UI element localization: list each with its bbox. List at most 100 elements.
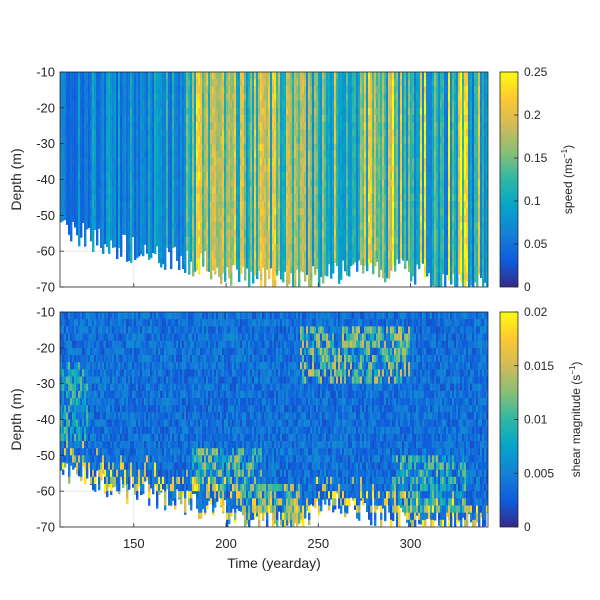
speed-heatmap-cell [306, 208, 309, 216]
speed-heatmap-cell [114, 158, 117, 166]
speed-heatmap-cell [384, 165, 387, 173]
speed-heatmap-cell [150, 186, 153, 195]
speed-heatmap-cell [168, 208, 171, 216]
speed-heatmap-cell [292, 186, 295, 195]
speed-heatmap-cell [70, 72, 73, 80]
speed-heatmap-cell [350, 129, 353, 137]
speed-heatmap-cell [240, 236, 243, 245]
speed-heatmap-cell [320, 215, 323, 223]
speed-heatmap-cell [394, 236, 397, 245]
speed-heatmap-cell [114, 215, 117, 223]
speed-heatmap-cell [226, 251, 229, 259]
speed-heatmap-cell [106, 79, 109, 87]
speed-heatmap-cell [346, 186, 349, 195]
speed-heatmap-cell [414, 208, 417, 216]
speed-heatmap-cell [190, 115, 193, 123]
speed-heatmap-cell [372, 107, 375, 116]
speed-heatmap-cell [178, 122, 181, 130]
speed-heatmap-cell [88, 208, 91, 216]
speed-heatmap-cell [76, 150, 79, 159]
speed-heatmap-cell [274, 158, 277, 166]
speed-heatmap-cell [98, 179, 101, 188]
speed-heatmap-cell [392, 172, 395, 180]
speed-heatmap-cell [322, 272, 325, 281]
speed-heatmap-cell [246, 172, 249, 180]
speed-heatmap-cell [314, 143, 317, 152]
speed-heatmap-cell [418, 86, 421, 94]
speed-heatmap-cell [196, 258, 199, 266]
speed-heatmap-cell [194, 115, 197, 123]
speed-heatmap-cell [376, 201, 379, 209]
speed-heatmap-cell [196, 244, 199, 252]
speed-heatmap-cell [262, 251, 265, 259]
speed-heatmap-cell [216, 179, 219, 188]
speed-heatmap-cell [194, 222, 197, 231]
speed-heatmap-cell [322, 172, 325, 180]
speed-heatmap-cell [390, 129, 393, 137]
speed-heatmap-cell [286, 222, 289, 231]
speed-heatmap-cell [222, 172, 225, 180]
speed-heatmap-cell [300, 251, 303, 259]
speed-heatmap-cell [148, 193, 151, 202]
speed-heatmap-cell [272, 86, 275, 94]
speed-heatmap-cell [210, 258, 213, 266]
speed-heatmap-cell [164, 179, 167, 188]
speed-heatmap-cell [130, 107, 133, 116]
speed-heatmap-cell [278, 150, 281, 159]
speed-heatmap-cell [192, 158, 195, 166]
speed-heatmap-cell [64, 215, 67, 220]
speed-heatmap-cell [164, 244, 167, 252]
speed-heatmap-cell [216, 172, 219, 180]
speed-heatmap-cell [118, 158, 121, 166]
speed-heatmap-cell [416, 222, 419, 231]
speed-heatmap-cell [200, 143, 203, 152]
speed-heatmap-cell [120, 129, 123, 137]
speed-heatmap-cell [372, 258, 375, 266]
speed-heatmap-cell [242, 222, 245, 231]
speed-heatmap-cell [138, 236, 141, 245]
speed-heatmap-cell [112, 86, 115, 94]
speed-heatmap-cell [78, 172, 81, 180]
speed-heatmap-cell [342, 186, 345, 195]
speed-heatmap-cell [284, 136, 287, 145]
speed-heatmap-cell [162, 93, 165, 102]
speed-heatmap-cell [264, 279, 267, 287]
speed-heatmap-cell [406, 72, 409, 80]
speed-heatmap-cell [136, 186, 139, 195]
speed-heatmap-cell [312, 100, 315, 109]
speed-heatmap-cell [216, 72, 219, 80]
speed-heatmap-cell [136, 215, 139, 223]
speed-heatmap-cell [324, 79, 327, 87]
speed-heatmap-cell [298, 215, 301, 223]
speed-heatmap-cell [218, 79, 221, 87]
speed-heatmap-cell [174, 215, 177, 223]
speed-heatmap-cell [370, 236, 373, 245]
speed-heatmap-cell [398, 143, 401, 152]
speed-heatmap-cell [212, 244, 215, 252]
speed-heatmap-cell [340, 150, 343, 159]
speed-heatmap-cell [380, 115, 383, 123]
speed-heatmap-cell [336, 165, 339, 173]
speed-heatmap-cell [264, 186, 267, 195]
speed-heatmap-cell [228, 193, 231, 202]
speed-heatmap-cell [374, 193, 377, 202]
speed-heatmap-cell [400, 193, 403, 202]
speed-heatmap-cell [268, 193, 271, 202]
speed-heatmap-cell [194, 201, 197, 209]
speed-heatmap-cell [80, 208, 83, 216]
speed-heatmap-cell [394, 244, 397, 252]
speed-heatmap-cell [294, 93, 297, 102]
speed-heatmap-cell [144, 201, 147, 209]
speed-heatmap-cell [258, 193, 261, 202]
speed-heatmap-cell [410, 150, 413, 159]
speed-heatmap-cell [146, 100, 149, 109]
speed-heatmap-cell [92, 129, 95, 137]
speed-heatmap-cell [86, 208, 89, 216]
speed-heatmap-cell [210, 193, 213, 202]
speed-heatmap-cell [374, 107, 377, 116]
speed-heatmap-cell [192, 215, 195, 223]
speed-heatmap-cell [232, 86, 235, 94]
speed-heatmap-cell [360, 100, 363, 109]
speed-heatmap-cell [300, 158, 303, 166]
speed-heatmap-cell [390, 258, 393, 266]
